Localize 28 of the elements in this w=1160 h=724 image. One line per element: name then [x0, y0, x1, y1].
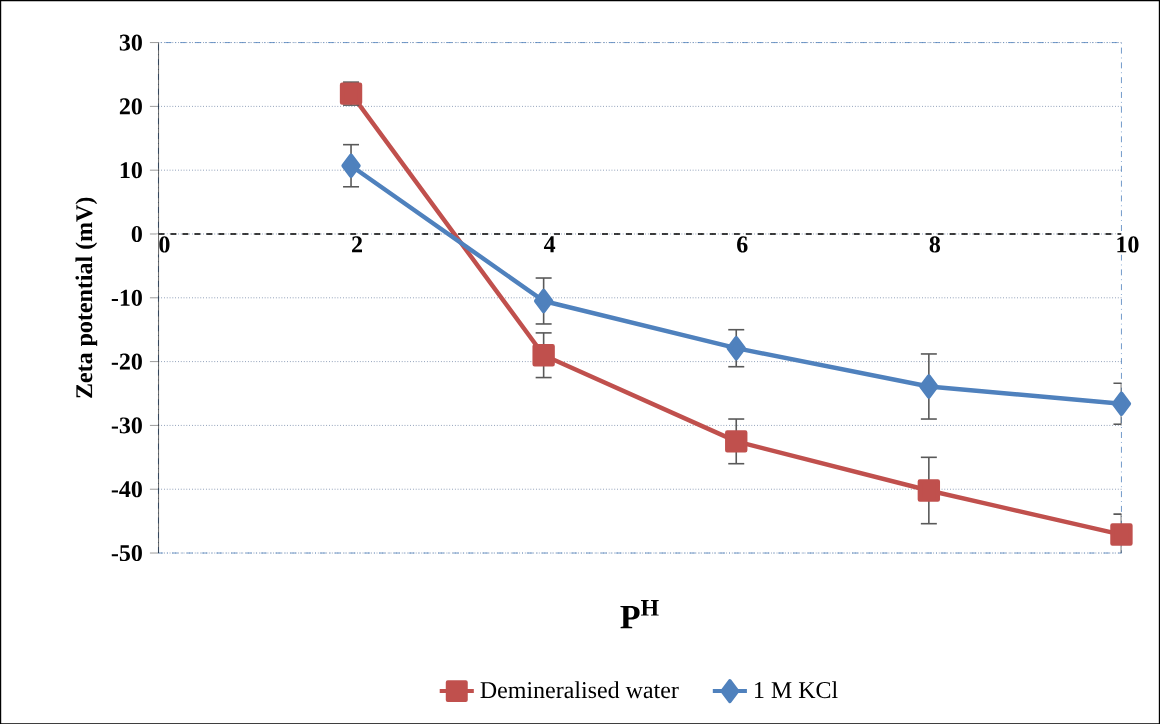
legend-label: Demineralised water: [480, 681, 679, 698]
legend-label: 1 M KCl: [755, 681, 838, 698]
y-tick-label: -20: [111, 353, 142, 370]
x-tick-label: 0: [159, 236, 170, 253]
y-tick-label: -50: [111, 544, 142, 561]
x-tick-label: 8: [929, 236, 941, 253]
point: [726, 335, 746, 361]
point: [917, 479, 941, 502]
x-axis-title: P$^{H}$: [620, 599, 659, 628]
x-tick-label: 4: [543, 236, 556, 252]
point: [532, 343, 555, 367]
x-tick-label: 6: [737, 236, 748, 253]
y-tick-label: 30: [119, 34, 142, 51]
point: [533, 288, 554, 313]
point: [725, 429, 748, 453]
y-tick-label: -40: [111, 480, 142, 498]
y-axis-title: Zeta potential (mV): [75, 197, 98, 398]
point: [341, 153, 361, 178]
y-tick-label: 0: [131, 225, 142, 242]
y-tick-label: -30: [111, 417, 142, 434]
y-tick-label: 20: [119, 98, 142, 115]
point: [1111, 391, 1132, 416]
y-tick-label: -10: [111, 289, 142, 306]
point: [919, 374, 939, 399]
x-tick-label: 10: [1117, 236, 1139, 253]
y-tick-label: 10: [120, 161, 142, 179]
point: [1110, 523, 1133, 546]
x-tick-label: 2: [352, 236, 363, 253]
